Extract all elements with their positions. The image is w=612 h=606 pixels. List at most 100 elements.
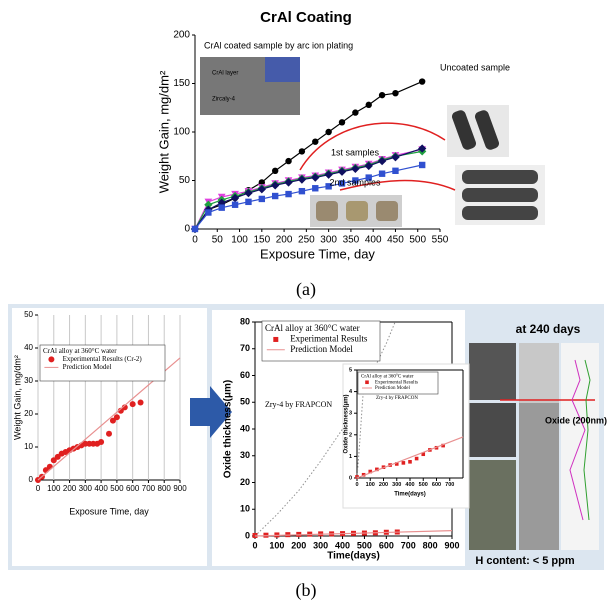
x-tick-label: 200	[63, 484, 77, 493]
y-tick-label: 20	[24, 409, 33, 418]
figure-label: (a)	[296, 279, 316, 300]
data-point	[285, 157, 292, 165]
data-point	[414, 456, 419, 461]
x-axis-label: Exposure Time, day	[69, 506, 149, 516]
arrow	[339, 179, 456, 191]
data-point	[218, 204, 225, 211]
x-tick-label: 400	[365, 235, 382, 246]
annotation: CrAl coated sample by arc ion plating	[204, 40, 353, 50]
profile	[569, 359, 586, 521]
data-point	[258, 179, 266, 186]
legend-label: Experimental Results	[290, 334, 368, 344]
data-point	[205, 209, 212, 216]
x-tick-label: 600	[432, 482, 441, 488]
panel-text: Oxide (200nm)	[545, 415, 607, 425]
data-point	[325, 183, 332, 190]
x-tick-label: 300	[79, 484, 93, 493]
y-tick-label: 30	[24, 376, 33, 385]
x-tick-label: 300	[313, 540, 328, 550]
arrow	[190, 386, 232, 438]
data-point	[337, 167, 347, 176]
data-point	[285, 190, 292, 198]
y-tick-label: 70	[240, 343, 250, 353]
legend-marker	[365, 380, 369, 385]
x-tick-label: 500	[110, 484, 124, 493]
x-tick-label: 600	[379, 540, 394, 550]
x-tick-label: 500	[419, 482, 428, 488]
data-point	[312, 138, 319, 145]
series-line	[254, 530, 453, 537]
y-tick-label: 20	[240, 477, 250, 487]
x-tick-label: 400	[94, 484, 108, 493]
annotation: Zry-4 by FRAPCON	[265, 400, 332, 409]
y-tick-label: 1	[349, 454, 352, 460]
y-axis-label: Weight Gain, mg/dm²	[156, 70, 171, 193]
legend-marker	[273, 336, 279, 342]
series-line	[254, 321, 396, 537]
data-point	[244, 188, 253, 198]
y-axis-label: Oxide thickness(μm)	[223, 380, 234, 478]
profile	[583, 359, 591, 521]
data-point	[325, 128, 332, 136]
tube	[346, 201, 368, 221]
y-tick-label: 200	[173, 30, 190, 41]
tube	[451, 110, 477, 150]
legend-title: CrAl alloy at 360°C water	[265, 323, 360, 333]
x-tick-label: 50	[212, 235, 224, 246]
chart-title: CrAl Coating	[260, 9, 352, 26]
panel-text: at 240 days	[516, 322, 581, 336]
x-tick-label: 100	[231, 235, 248, 246]
data-point	[50, 457, 57, 464]
annotation: Zry-4 by FRAPCON	[376, 396, 418, 401]
y-axis-label: Weight Gain, mg/dm²	[12, 355, 22, 440]
y-tick-label: 4	[349, 389, 353, 395]
data-point	[378, 170, 386, 177]
x-tick-label: 100	[269, 540, 284, 550]
data-point	[245, 198, 252, 206]
data-point	[364, 161, 373, 171]
annotation: Uncoated sample	[440, 62, 510, 72]
y-tick-label: 10	[240, 504, 250, 514]
x-tick-label: 150	[253, 235, 270, 246]
tube	[462, 206, 538, 220]
photo	[469, 460, 516, 550]
tube	[462, 188, 538, 202]
data-point	[408, 460, 412, 464]
data-point	[352, 177, 359, 184]
data-point	[109, 417, 116, 424]
data-point	[257, 185, 266, 194]
data-point	[117, 407, 124, 414]
data-point	[129, 401, 136, 408]
x-axis-label: Time(days)	[327, 551, 380, 562]
x-tick-label: 500	[357, 540, 372, 550]
x-tick-label: 0	[36, 484, 41, 493]
photo	[469, 403, 516, 457]
data-point	[54, 453, 61, 460]
data-point	[258, 195, 266, 203]
x-tick-label: 200	[291, 540, 306, 550]
data-point	[418, 161, 426, 169]
data-point	[271, 167, 279, 174]
series-line	[356, 436, 464, 479]
annotation: 1st samples	[331, 147, 380, 157]
x-tick-label: 350	[343, 235, 360, 246]
x-tick-label: 700	[401, 540, 416, 550]
photo	[469, 343, 516, 400]
data-point	[418, 78, 426, 85]
figure-label: (b)	[296, 580, 317, 601]
data-point	[113, 414, 120, 421]
micrograph-top	[519, 343, 559, 403]
data-point	[365, 174, 372, 181]
x-tick-label: 800	[423, 540, 438, 550]
tube	[376, 201, 398, 221]
y-tick-label: 10	[24, 442, 33, 451]
x-tick-label: 800	[158, 484, 172, 493]
tube	[474, 110, 500, 150]
y-tick-label: 0	[349, 475, 352, 481]
x-tick-label: 200	[379, 482, 388, 488]
data-point	[98, 439, 105, 446]
y-tick-label: 3	[349, 411, 352, 417]
x-tick-label: 400	[335, 540, 350, 550]
profile-plot	[561, 343, 599, 550]
